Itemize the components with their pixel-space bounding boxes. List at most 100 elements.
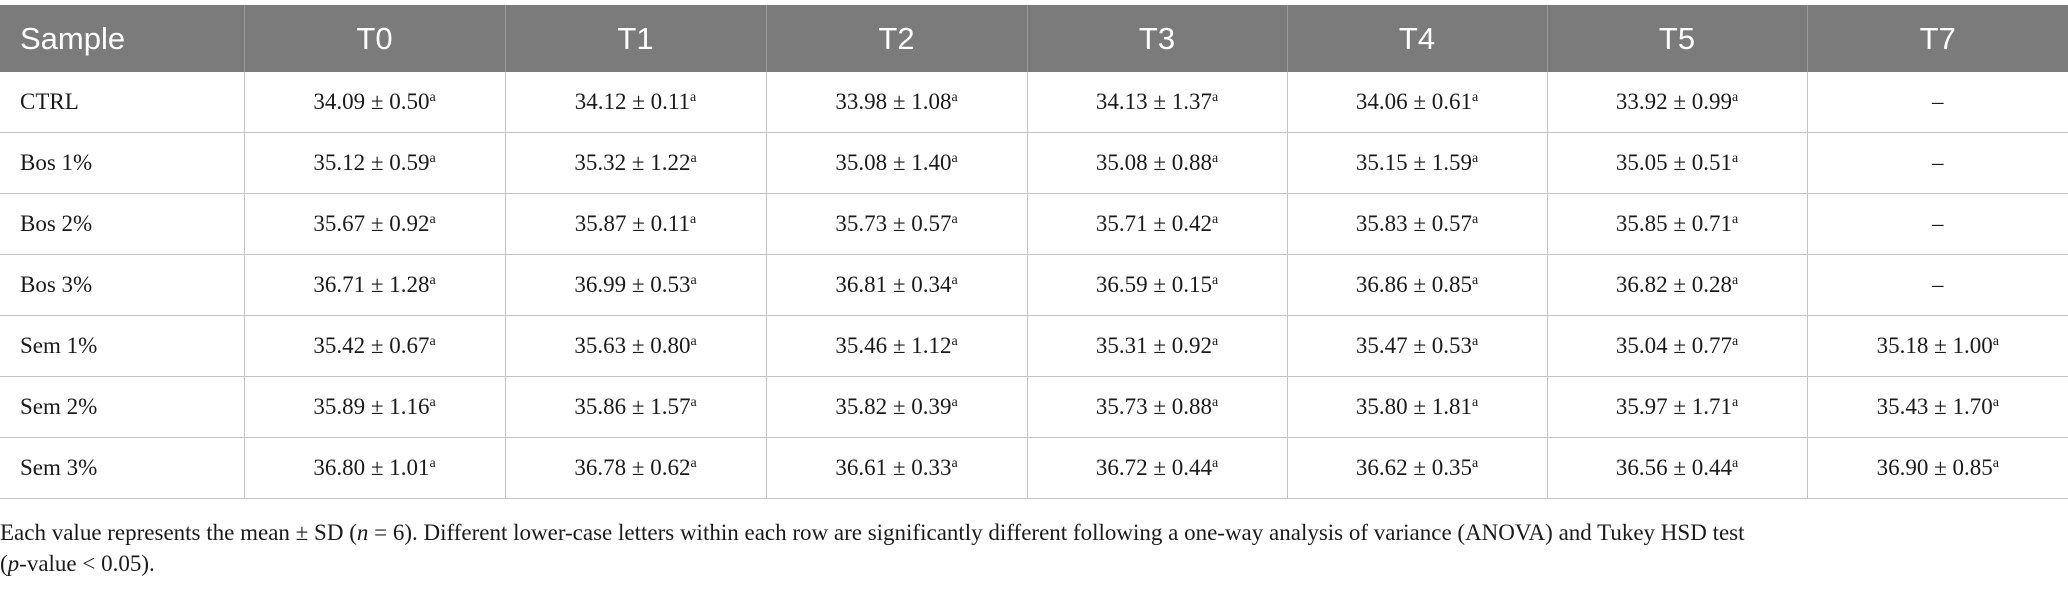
significance-letter: a [690,212,697,227]
table-cell: 35.71 ± 0.42a [1027,193,1288,255]
row-label: Sem 3% [0,437,245,499]
table-cell: 33.92 ± 0.99a [1547,72,1808,133]
significance-letter: a [1731,151,1739,166]
cell-value: 35.86 ± 1.57 [574,394,691,419]
significance-letter: a [690,334,697,349]
table-cell: 35.89 ± 1.16a [244,376,506,438]
significance-letter: a [690,151,697,166]
row-label: Sem 2% [0,376,245,438]
cell-value: 36.61 ± 0.33 [835,455,952,480]
column-header: T3 [1027,5,1288,72]
significance-letter: a [1731,212,1739,227]
table-cell: 36.62 ± 0.35a [1287,437,1548,499]
table-cell: 36.71 ± 1.28a [244,254,506,316]
table-cell: 35.67 ± 0.92a [244,193,506,255]
cell-value: 36.81 ± 0.34 [835,272,952,297]
significance-letter: a [1211,90,1219,105]
cell-value: 35.46 ± 1.12 [835,333,952,358]
table-footnote: Each value represents the mean ± SD (n =… [0,517,2050,579]
significance-letter: a [1471,456,1479,471]
cell-value: 36.59 ± 0.15 [1095,272,1212,297]
cell-value: 33.92 ± 0.99 [1615,89,1732,114]
cell-value: 35.85 ± 0.71 [1615,211,1732,236]
table-cell: 36.90 ± 0.85a [1807,437,2068,499]
significance-letter: a [1211,212,1219,227]
table-cell: 35.18 ± 1.00a [1807,315,2068,377]
cell-value: 36.71 ± 1.28 [313,272,430,297]
table-cell: 35.97 ± 1.71a [1547,376,1808,438]
table-cell: 35.08 ± 0.88a [1027,132,1288,194]
significance-letter: a [1471,151,1479,166]
cell-value: 34.13 ± 1.37 [1095,89,1212,114]
table-cell: 36.61 ± 0.33a [766,437,1028,499]
cell-value: 34.09 ± 0.50 [313,89,430,114]
footnote-text: = 6). Different lower-case letters withi… [368,520,1745,545]
cell-value: 36.56 ± 0.44 [1615,455,1732,480]
significance-letter: a [951,90,958,105]
table-cell: – [1807,193,2068,255]
table-cell: 35.73 ± 0.88a [1027,376,1288,438]
table-row: Bos 3% 36.71 ± 1.28a 36.99 ± 0.53a 36.81 ± … [0,254,2068,316]
table-cell: 36.59 ± 0.15a [1027,254,1288,316]
cell-value: 35.15 ± 1.59 [1355,150,1472,175]
cell-value: – [1932,89,1944,114]
table-cell: 35.43 ± 1.70a [1807,376,2068,438]
table-cell: 35.15 ± 1.59a [1287,132,1548,194]
table-cell: 35.63 ± 0.80a [505,315,767,377]
cell-value: 35.31 ± 0.92 [1095,333,1212,358]
header-row: Sample T0 T1 T2 T3 T4 T5 T7 [0,5,2068,72]
row-label: CTRL [0,72,245,133]
table-cell: 36.81 ± 0.34a [766,254,1028,316]
column-header: T5 [1547,5,1808,72]
table-cell: 35.12 ± 0.59a [244,132,506,194]
cell-value: 35.73 ± 0.57 [835,211,952,236]
significance-letter: a [1731,456,1739,471]
table-cell: 36.82 ± 0.28a [1547,254,1808,316]
significance-letter: a [1471,90,1479,105]
table-cell: 35.42 ± 0.67a [244,315,506,377]
significance-letter: a [1211,395,1219,410]
cell-value: 35.89 ± 1.16 [313,394,430,419]
significance-letter: a [1211,273,1219,288]
table-cell: 35.83 ± 0.57a [1287,193,1548,255]
table-cell: 35.46 ± 1.12a [766,315,1028,377]
table-cell: 36.99 ± 0.53a [505,254,767,316]
table-cell: 35.73 ± 0.57a [766,193,1028,255]
table-cell: – [1807,72,2068,133]
cell-value: 35.82 ± 0.39 [835,394,952,419]
table-body: CTRL 34.09 ± 0.50a 34.12 ± 0.11a 33.98 ± 1.… [0,72,2068,499]
significance-letter: a [1731,273,1739,288]
cell-value: 36.90 ± 0.85 [1876,455,1993,480]
table-cell: 35.85 ± 0.71a [1547,193,1808,255]
row-label: Bos 2% [0,193,245,255]
cell-value: 35.80 ± 1.81 [1355,394,1472,419]
table-row: Bos 2% 35.67 ± 0.92a 35.87 ± 0.11a 35.73 ± … [0,193,2068,255]
significance-letter: a [429,151,436,166]
cell-value: 36.80 ± 1.01 [313,455,430,480]
table-row: CTRL 34.09 ± 0.50a 34.12 ± 0.11a 33.98 ± 1.… [0,72,2068,133]
table-cell: 35.87 ± 0.11a [505,193,767,255]
significance-letter: a [429,334,436,349]
table-cell: 35.82 ± 0.39a [766,376,1028,438]
cell-value: 35.67 ± 0.92 [313,211,430,236]
significance-letter: a [1731,90,1739,105]
cell-value: 35.63 ± 0.80 [574,333,691,358]
significance-letter: a [951,212,958,227]
cell-value: 34.06 ± 0.61 [1355,89,1472,114]
cell-value: 35.42 ± 0.67 [313,333,430,358]
significance-letter: a [1731,395,1739,410]
significance-letter: a [1211,456,1219,471]
table-cell: 36.72 ± 0.44a [1027,437,1288,499]
cell-value: 36.78 ± 0.62 [574,455,691,480]
significance-letter: a [690,90,697,105]
cell-value: 35.43 ± 1.70 [1876,394,1993,419]
footnote-text: -value < 0.05). [19,551,155,576]
table-row: Bos 1% 35.12 ± 0.59a 35.32 ± 1.22a 35.08 ± … [0,132,2068,194]
significance-letter: a [1471,273,1479,288]
significance-letter: a [429,395,436,410]
table-row: Sem 2% 35.89 ± 1.16a 35.86 ± 1.57a 35.82 ± … [0,376,2068,438]
significance-letter: a [951,273,958,288]
cell-value: 35.73 ± 0.88 [1095,394,1212,419]
column-header: T4 [1287,5,1548,72]
significance-letter: a [690,456,697,471]
